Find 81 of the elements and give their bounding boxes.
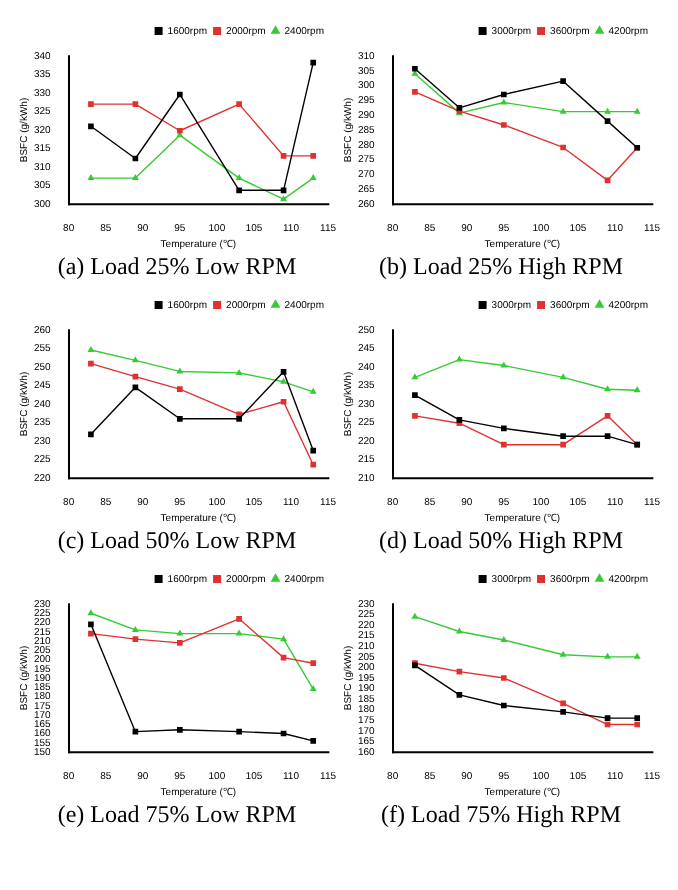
point (280, 153, 287, 159)
point (604, 413, 611, 419)
point (501, 425, 507, 432)
point (236, 728, 242, 735)
point (501, 91, 507, 98)
point (633, 107, 641, 114)
point (131, 625, 139, 632)
text: (e) Load 75% Low RPM (55, 800, 299, 830)
point (88, 431, 94, 438)
text: (c) Load 50% Low RPM (55, 526, 299, 556)
point (235, 368, 243, 375)
point (604, 715, 611, 721)
point (500, 635, 508, 642)
point (310, 461, 317, 468)
point (560, 700, 566, 707)
point (236, 101, 242, 107)
text: (b) Load 25% High RPM (377, 252, 625, 282)
point (310, 447, 317, 454)
point (309, 174, 317, 181)
point (633, 652, 641, 659)
point (412, 88, 418, 95)
point (280, 635, 288, 642)
point (634, 721, 641, 728)
point (88, 630, 94, 637)
point (604, 107, 612, 114)
point (560, 433, 566, 440)
point (455, 355, 463, 362)
point (280, 398, 287, 405)
point (88, 360, 94, 367)
point (88, 123, 94, 130)
point (560, 709, 566, 715)
point (309, 685, 317, 692)
point (310, 738, 317, 744)
point (236, 615, 242, 622)
point (280, 368, 287, 375)
point (310, 660, 317, 667)
text: (f) Load 75% High RPM (379, 800, 623, 830)
point (280, 187, 287, 194)
point (604, 652, 612, 659)
point (501, 675, 507, 681)
point (87, 609, 95, 616)
point (501, 702, 507, 709)
point (236, 187, 242, 194)
point (501, 122, 507, 128)
point (131, 174, 139, 181)
point (412, 413, 418, 419)
point (132, 636, 139, 642)
point (177, 91, 183, 98)
point (280, 195, 288, 202)
point (411, 612, 419, 619)
point (309, 387, 317, 394)
point (604, 433, 611, 440)
point (310, 59, 317, 66)
point (177, 386, 183, 393)
point (87, 345, 95, 352)
point (500, 361, 508, 368)
text: (a) Load 25% Low RPM (55, 252, 299, 282)
point (87, 174, 95, 181)
text: (d) Load 50% High RPM (377, 526, 625, 556)
point (235, 174, 243, 181)
point (310, 153, 317, 159)
point (560, 144, 566, 151)
point (88, 621, 94, 628)
point (177, 726, 183, 733)
point (235, 629, 243, 636)
point (501, 441, 507, 448)
point (132, 101, 139, 107)
point (634, 715, 641, 721)
point (456, 692, 463, 698)
point (412, 392, 418, 398)
point (604, 385, 612, 392)
point (560, 441, 566, 448)
point (177, 415, 183, 422)
point (280, 377, 288, 384)
point (176, 629, 184, 636)
point (559, 650, 567, 657)
point (88, 101, 94, 107)
point (177, 640, 183, 646)
point (604, 177, 611, 184)
point (559, 107, 567, 114)
point (604, 118, 611, 124)
